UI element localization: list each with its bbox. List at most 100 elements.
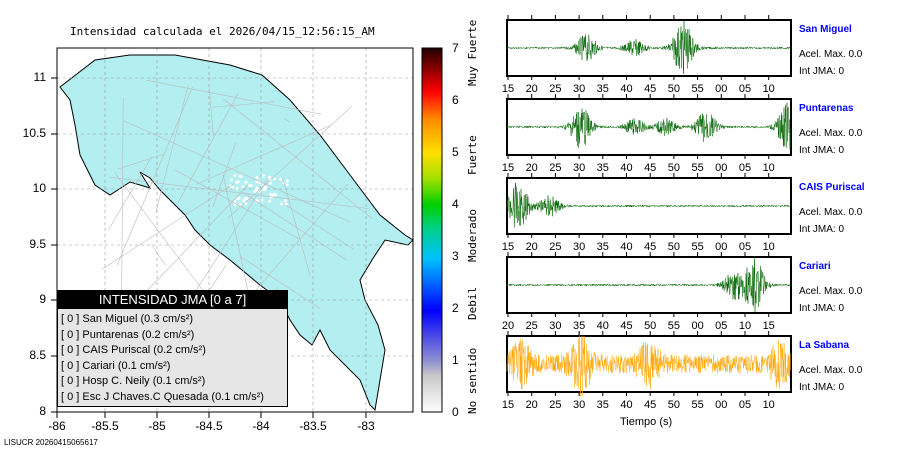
- city-dot: [238, 203, 242, 207]
- road: [151, 244, 166, 266]
- legend-header: INTENSIDAD JMA [0 a 7]: [58, 291, 287, 309]
- map-frame: [56, 47, 414, 413]
- road: [223, 98, 373, 219]
- station-name: La Sabana: [799, 340, 850, 351]
- city-dot: [236, 197, 240, 201]
- legend-row: [ 0 ] San Miguel (0.3 cm/s²): [61, 313, 194, 325]
- road: [123, 120, 351, 223]
- time-tick-label: 20: [501, 320, 515, 332]
- station-name: Puntarenas: [799, 103, 854, 114]
- city-dot: [273, 192, 277, 196]
- lon-tick: -83: [357, 419, 375, 433]
- colorbar-tick: 0: [452, 405, 459, 419]
- lon-tick: -86: [48, 419, 66, 433]
- city-dot: [261, 174, 265, 178]
- time-tick-label: 05: [715, 320, 728, 332]
- city-dot: [280, 202, 284, 206]
- road: [109, 176, 369, 209]
- legend-row: [ 0 ] Puntarenas (0.2 cm/s²): [61, 328, 195, 341]
- time-tick-label: 50: [644, 320, 657, 332]
- city-dot: [231, 185, 235, 189]
- time-tick-label: 00: [715, 83, 728, 95]
- lat-tick: 10: [32, 181, 46, 195]
- road: [208, 87, 214, 136]
- time-tick-label: 45: [620, 320, 633, 332]
- road: [285, 204, 354, 250]
- x-axis-label: Tiempo (s): [620, 416, 673, 428]
- lon-tick: -83.5: [299, 419, 327, 433]
- city-dot: [255, 186, 259, 190]
- city-dot: [268, 199, 272, 203]
- city-dot: [255, 176, 259, 180]
- city-dot: [229, 178, 233, 182]
- time-tick-label: 45: [644, 83, 657, 95]
- lat-tick: 11: [33, 70, 46, 84]
- lon-tick: -85.5: [91, 419, 119, 433]
- station-int: Int JMA: 0: [799, 224, 845, 235]
- road: [239, 255, 321, 309]
- waveform-trace: [506, 257, 791, 313]
- station-acel: Acel. Max. 0.0: [799, 49, 863, 60]
- station-name: CAIS Puriscal: [799, 182, 865, 193]
- time-tick-label: 10: [762, 162, 775, 174]
- waveforms: [506, 15, 792, 397]
- city-dot: [285, 183, 289, 187]
- colorbar-label: No sentido: [466, 347, 479, 414]
- road: [240, 190, 348, 261]
- station-name: Cariari: [799, 261, 831, 272]
- legend-row: [ 0 ] Cariari (0.1 cm/s²): [61, 359, 171, 372]
- road: [174, 169, 301, 241]
- colorbar-label: Moderado: [466, 209, 479, 262]
- time-tick-label: 40: [620, 162, 633, 174]
- city-dot: [244, 180, 248, 184]
- time-tick-label: 15: [501, 162, 515, 174]
- colorbar-tick: 1: [452, 353, 459, 367]
- lon-tick: -85: [148, 419, 166, 433]
- lat-tick: 9.5: [29, 237, 46, 251]
- road: [185, 178, 269, 308]
- city-dot: [236, 180, 240, 184]
- road: [117, 153, 165, 170]
- time-tick-label: 50: [667, 399, 681, 411]
- colorbar-label: Debil: [466, 286, 479, 320]
- time-tick-label: 30: [572, 241, 586, 253]
- time-tick-label: 00: [715, 399, 728, 411]
- city-dot: [263, 187, 267, 191]
- city-dot: [284, 199, 288, 203]
- station-acel: Acel. Max. 0.0: [799, 365, 863, 376]
- time-tick-label: 35: [596, 83, 609, 95]
- time-tick-label: 50: [667, 162, 681, 174]
- station-acel: Acel. Max. 0.0: [799, 128, 863, 139]
- road: [133, 185, 249, 305]
- lat-tick: 10.5: [22, 126, 46, 140]
- time-tick-label: 10: [738, 320, 752, 332]
- road: [146, 79, 322, 115]
- time-tick-label: 35: [596, 162, 609, 174]
- chart-title: Intensidad calculada el 2026/04/15_12:56…: [70, 25, 375, 38]
- time-tick-label: 10: [762, 241, 775, 253]
- time-tick-label: 05: [738, 399, 752, 411]
- city-dot: [244, 196, 248, 200]
- colorbar-tick: 6: [452, 93, 459, 107]
- station-int: Int JMA: 0: [799, 66, 845, 77]
- waveform-trace: [506, 102, 791, 150]
- time-tick-label: 55: [691, 83, 704, 95]
- time-tick-label: 05: [738, 83, 752, 95]
- time-tick-label: 25: [549, 162, 562, 174]
- waveform-trace: [506, 332, 791, 397]
- time-tick-label: 55: [667, 320, 681, 332]
- time-tick-label: 15: [501, 241, 515, 253]
- city-dot: [241, 185, 245, 189]
- time-tick-label: 25: [549, 241, 562, 253]
- road: [222, 174, 252, 307]
- time-tick-label: 30: [572, 162, 586, 174]
- city-dot: [233, 174, 237, 178]
- city-dot: [273, 177, 277, 181]
- colorbar: [421, 47, 443, 413]
- road: [155, 85, 189, 212]
- station-int: Int JMA: 0: [799, 145, 845, 156]
- time-tick-label: 40: [620, 241, 633, 253]
- road: [116, 86, 193, 266]
- time-tick-label: 20: [525, 83, 538, 95]
- time-tick-label: 20: [525, 399, 538, 411]
